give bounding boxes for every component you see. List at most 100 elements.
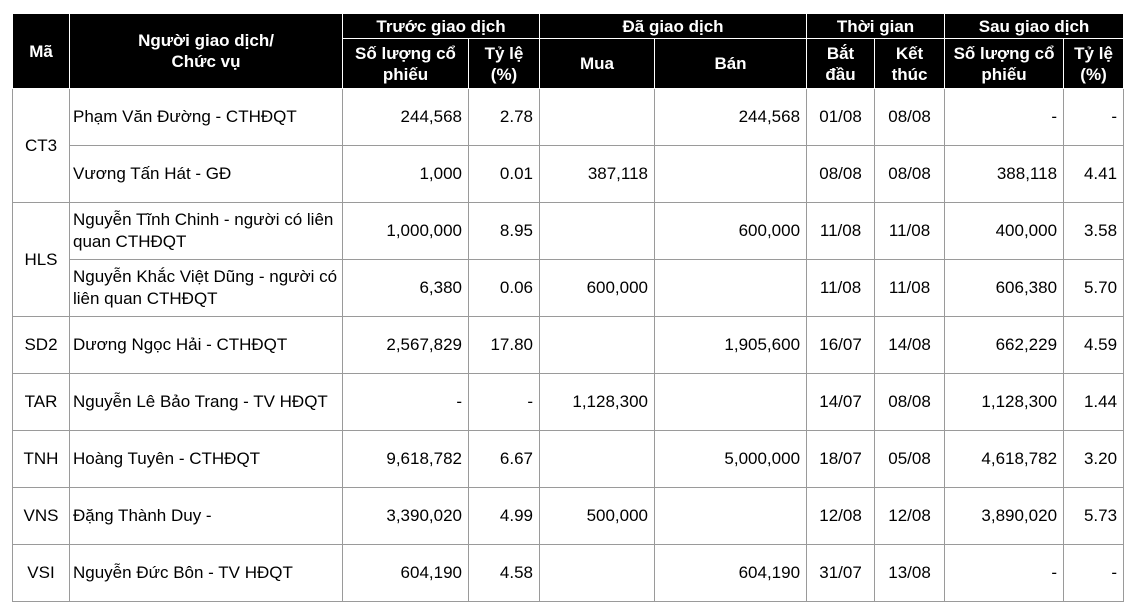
header-buy: Mua — [539, 38, 656, 89]
cell-start: 01/08 — [806, 88, 876, 146]
cell-person: Nguyễn Lê Bảo Trang - TV HĐQT — [69, 373, 343, 431]
cell-after-qty: 662,229 — [944, 316, 1065, 374]
cell-end: 12/08 — [874, 487, 946, 545]
cell-sell: 1,905,600 — [654, 316, 808, 374]
header-code: Mã — [12, 13, 70, 89]
cell-before-qty: - — [342, 373, 469, 431]
header-after-qty: Số lượng cổ phiếu — [944, 38, 1065, 89]
cell-start: 08/08 — [806, 145, 876, 203]
table-row: Vương Tấn Hát - GĐ 1,000 0.01 387,118 08… — [13, 145, 1125, 203]
cell-end: 08/08 — [874, 373, 946, 431]
cell-code: VSI — [12, 544, 70, 602]
header-before-qty: Số lượng cổ phiếu — [342, 38, 469, 89]
header-before-qty-line2: phiếu — [382, 64, 429, 84]
header-end-line1: Kết — [895, 43, 924, 63]
header-end: Kết thúc — [874, 38, 946, 89]
cell-end: 13/08 — [874, 544, 946, 602]
cell-end: 11/08 — [874, 259, 946, 317]
cell-sell: 5,000,000 — [654, 430, 808, 488]
cell-code: VNS — [12, 487, 70, 545]
cell-sell — [654, 487, 808, 545]
header-after-ratio: Tỷ lệ (%) — [1063, 38, 1125, 89]
cell-after-qty: 388,118 — [944, 145, 1065, 203]
cell-start: 31/07 — [806, 544, 876, 602]
cell-after-ratio: 5.70 — [1063, 259, 1125, 317]
cell-buy — [539, 202, 656, 260]
cell-code: TAR — [12, 373, 70, 431]
cell-end: 11/08 — [874, 202, 946, 260]
cell-after-ratio: 3.58 — [1063, 202, 1125, 260]
header-traded: Đã giao dịch — [539, 13, 808, 39]
cell-sell — [654, 145, 808, 203]
cell-end: 08/08 — [874, 88, 946, 146]
cell-start: 12/08 — [806, 487, 876, 545]
header-before-ratio: Tỷ lệ (%) — [467, 38, 541, 89]
cell-before-ratio: 8.95 — [467, 202, 541, 260]
cell-buy: 387,118 — [539, 145, 656, 203]
header-person-line2: Chức vụ — [171, 52, 241, 71]
cell-before-qty: 1,000,000 — [342, 202, 469, 260]
header-sell: Bán — [654, 38, 808, 89]
cell-before-ratio: 17.80 — [467, 316, 541, 374]
table-row: SD2 Dương Ngọc Hải - CTHĐQT 2,567,829 17… — [12, 316, 1125, 374]
insider-trades-table: Mã Người giao dịch/Chức vụ Trước giao dị… — [12, 13, 1125, 602]
table-row: VSI Nguyễn Đức Bôn - TV HĐQT 604,190 4.5… — [12, 544, 1125, 602]
cell-person: Nguyễn Đức Bôn - TV HĐQT — [69, 544, 343, 602]
header-row-sub: Số lượng cổ phiếu Tỷ lệ (%) Mua Bán Bắt đầu… — [13, 38, 1125, 89]
cell-sell: 244,568 — [654, 88, 808, 146]
cell-end: 14/08 — [874, 316, 946, 374]
cell-before-ratio: 0.06 — [467, 259, 541, 317]
header-before-ratio-line1: Tỷ lệ — [484, 43, 524, 63]
cell-before-qty: 244,568 — [342, 88, 469, 146]
cell-start: 14/07 — [806, 373, 876, 431]
cell-person: Vương Tấn Hát - GĐ — [69, 145, 343, 203]
header-end-line2: thúc — [891, 64, 928, 84]
header-after-ratio-line1: Tỷ lệ — [1074, 43, 1113, 63]
cell-end: 05/08 — [874, 430, 946, 488]
cell-buy: 500,000 — [539, 487, 656, 545]
cell-person: Đặng Thành Duy - — [69, 487, 343, 545]
header-start: Bắt đầu — [806, 38, 876, 89]
table-row: VNS Đặng Thành Duy - 3,390,020 4.99 500,… — [12, 487, 1125, 545]
cell-after-ratio: 4.59 — [1063, 316, 1125, 374]
header-start-line2: đầu — [825, 64, 856, 84]
cell-after-qty: - — [944, 544, 1065, 602]
table-row: HLS Nguyễn Tĩnh Chinh - người có liên qu… — [12, 202, 1125, 317]
cell-before-ratio: 0.01 — [467, 145, 541, 203]
header-person: Người giao dịch/Chức vụ — [69, 13, 343, 89]
cell-sell: 604,190 — [654, 544, 808, 602]
cell-before-ratio: - — [467, 373, 541, 431]
cell-sell: 600,000 — [654, 202, 808, 260]
cell-buy: 600,000 — [539, 259, 656, 317]
cell-sell — [654, 373, 808, 431]
cell-person: Nguyễn Tĩnh Chinh - người có liên quan C… — [69, 202, 343, 260]
cell-after-ratio: 5.73 — [1063, 487, 1125, 545]
cell-after-ratio: 3.20 — [1063, 430, 1125, 488]
cell-before-qty: 2,567,829 — [342, 316, 469, 374]
cell-start: 18/07 — [806, 430, 876, 488]
cell-before-qty: 1,000 — [342, 145, 469, 203]
cell-end: 08/08 — [874, 145, 946, 203]
table-row: TNH Hoàng Tuyên - CTHĐQT 9,618,782 6.67 … — [12, 430, 1125, 488]
header-person-line1: Người giao dịch/ — [138, 31, 274, 50]
cell-after-qty: - — [944, 88, 1065, 146]
cell-after-ratio: 4.41 — [1063, 145, 1125, 203]
cell-code: SD2 — [12, 316, 70, 374]
cell-before-qty: 6,380 — [342, 259, 469, 317]
cell-before-qty: 604,190 — [342, 544, 469, 602]
cell-before-qty: 9,618,782 — [342, 430, 469, 488]
cell-before-ratio: 6.67 — [467, 430, 541, 488]
table-row: Nguyễn Khắc Việt Dũng - người có liên qu… — [13, 259, 1125, 317]
header-row-group: Mã Người giao dịch/Chức vụ Trước giao dị… — [12, 13, 1125, 89]
cell-code: TNH — [12, 430, 70, 488]
cell-buy — [539, 430, 656, 488]
cell-after-qty: 1,128,300 — [944, 373, 1065, 431]
cell-before-ratio: 4.58 — [467, 544, 541, 602]
cell-buy: 1,128,300 — [539, 373, 656, 431]
cell-buy — [539, 88, 656, 146]
cell-code: CT3 — [12, 88, 70, 203]
cell-after-qty: 3,890,020 — [944, 487, 1065, 545]
header-after: Sau giao dịch — [944, 13, 1125, 39]
cell-person: Phạm Văn Đường - CTHĐQT — [69, 88, 343, 146]
cell-person: Hoàng Tuyên - CTHĐQT — [69, 430, 343, 488]
